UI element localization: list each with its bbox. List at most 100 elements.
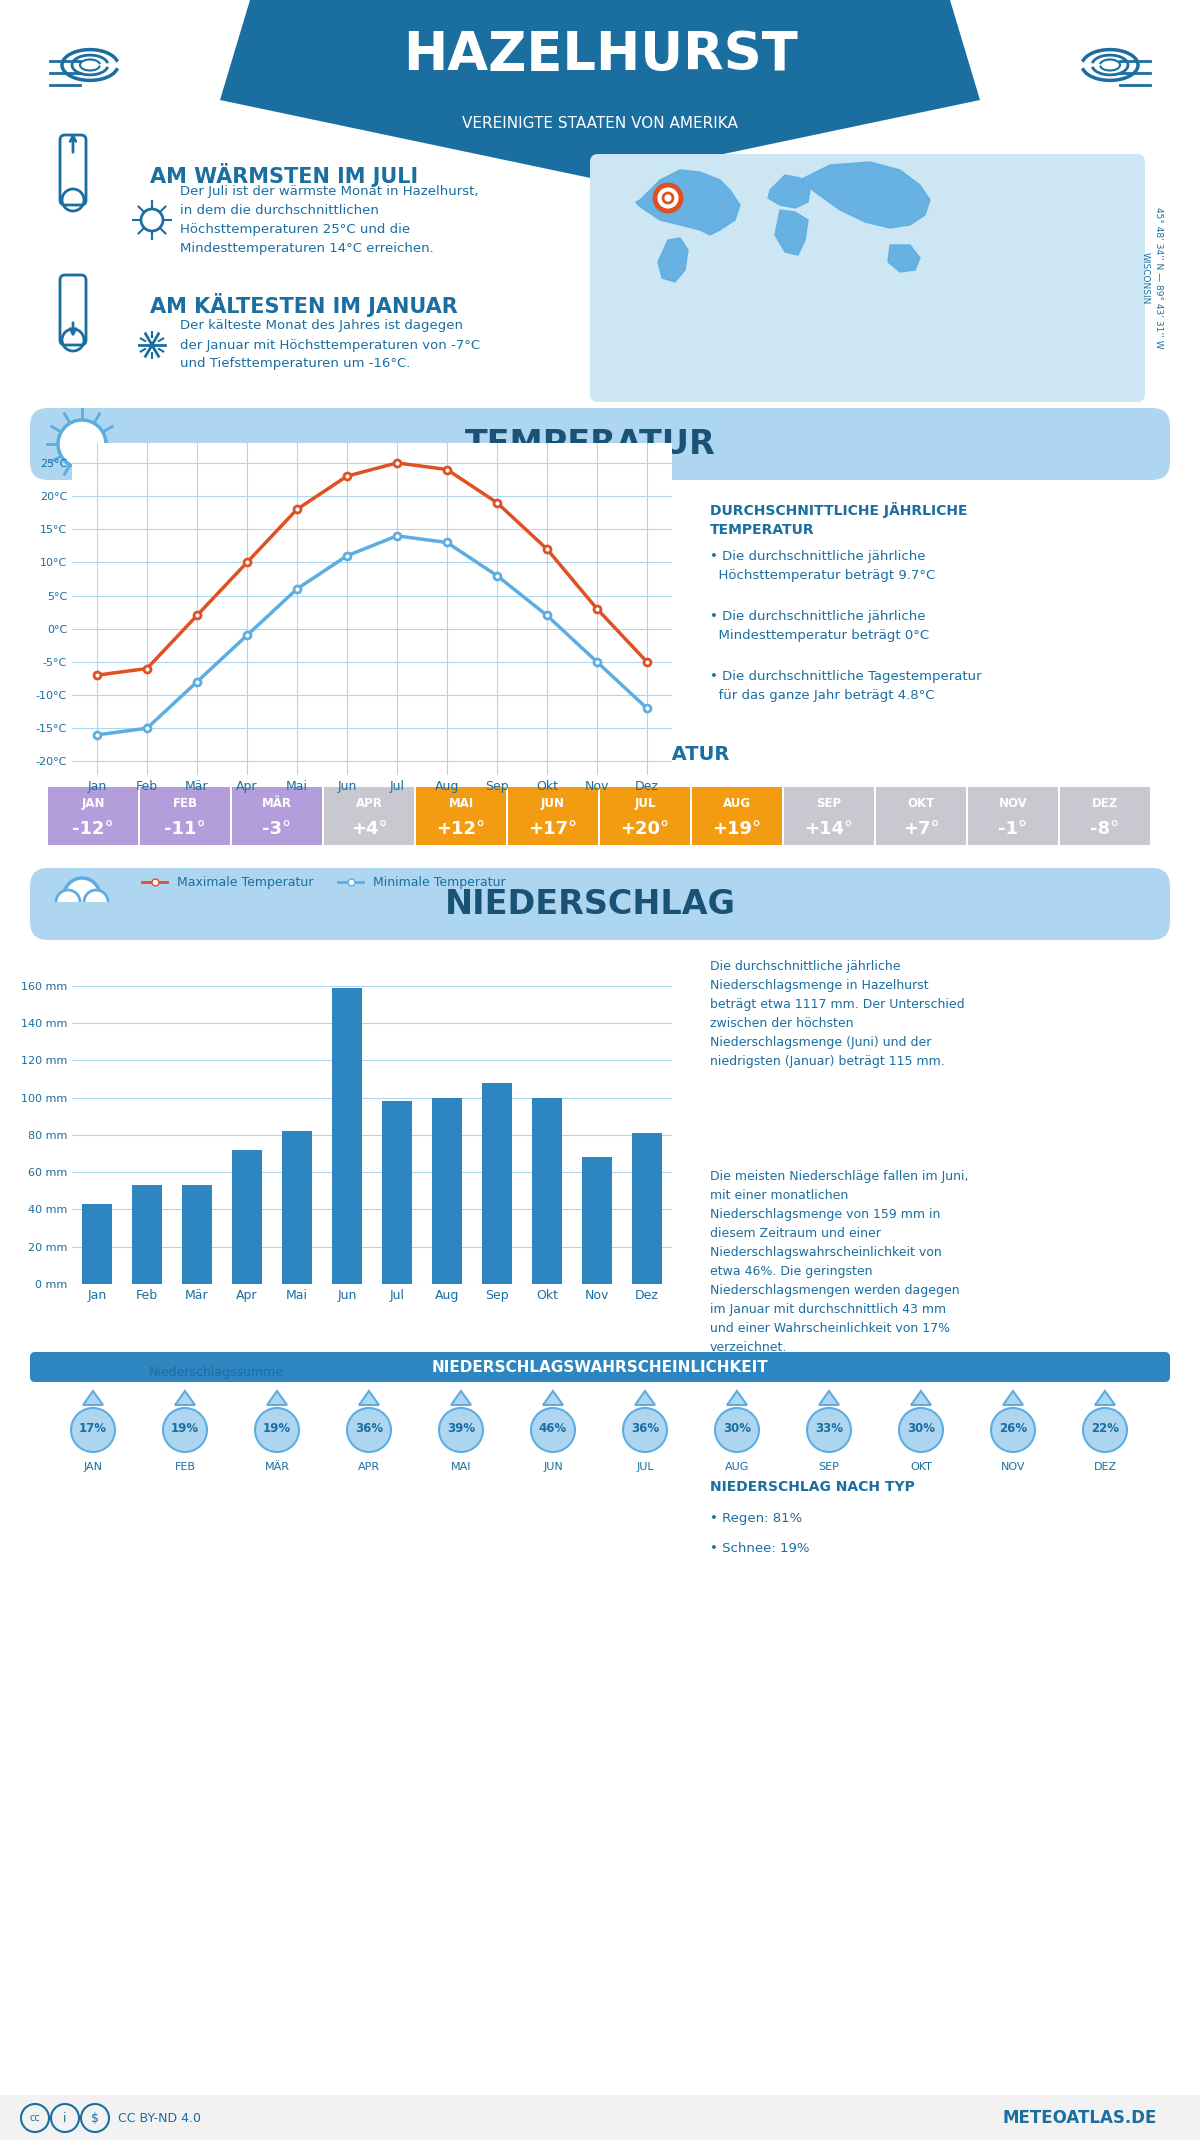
Bar <box>0 2095 1200 2140</box>
Bar <box>532 1098 562 1284</box>
Text: -8°: -8° <box>1091 820 1120 837</box>
Text: APR: APR <box>358 1462 380 1472</box>
Circle shape <box>1084 1408 1127 1453</box>
Bar <box>432 1098 462 1284</box>
Bar <box>482 1083 512 1284</box>
Polygon shape <box>220 0 980 180</box>
Text: NOV: NOV <box>1001 1462 1025 1472</box>
Circle shape <box>142 210 163 231</box>
Text: DURCHSCHNITTLICHE JÄHRLICHE
TEMPERATUR: DURCHSCHNITTLICHE JÄHRLICHE TEMPERATUR <box>710 503 967 537</box>
Bar <box>508 788 598 845</box>
Text: TÄGLICHE TEMPERATUR: TÄGLICHE TEMPERATUR <box>470 745 730 764</box>
Polygon shape <box>636 169 740 235</box>
Text: OKT: OKT <box>910 1462 932 1472</box>
Bar <box>232 788 322 845</box>
Text: NIEDERSCHLAG: NIEDERSCHLAG <box>444 888 736 920</box>
Circle shape <box>808 1408 851 1453</box>
Text: -3°: -3° <box>263 820 292 837</box>
Text: Die meisten Niederschläge fallen im Juni,
mit einer monatlichen
Niederschlagsmen: Die meisten Niederschläge fallen im Juni… <box>710 1171 968 1355</box>
Text: NOV: NOV <box>998 796 1027 809</box>
Text: FEB: FEB <box>173 796 198 809</box>
Circle shape <box>64 877 100 914</box>
Bar <box>132 1186 162 1284</box>
Circle shape <box>655 184 682 212</box>
Text: +14°: +14° <box>804 820 853 837</box>
Text: 26%: 26% <box>998 1421 1027 1434</box>
Polygon shape <box>451 1391 470 1406</box>
Text: 19%: 19% <box>170 1421 199 1434</box>
Circle shape <box>84 890 108 914</box>
Circle shape <box>58 419 106 469</box>
Bar <box>332 989 362 1284</box>
Text: MAI: MAI <box>449 796 474 809</box>
Polygon shape <box>911 1391 931 1406</box>
Text: +20°: +20° <box>620 820 670 837</box>
Text: NIEDERSCHLAG NACH TYP: NIEDERSCHLAG NACH TYP <box>710 1481 914 1494</box>
Bar <box>54 901 110 916</box>
Text: 22%: 22% <box>1091 1421 1120 1434</box>
Text: MAI: MAI <box>451 1462 472 1472</box>
Text: Der kälteste Monat des Jahres ist dagegen
der Januar mit Höchsttemperaturen von : Der kälteste Monat des Jahres ist dagege… <box>180 319 480 370</box>
Bar <box>232 1149 262 1284</box>
Circle shape <box>347 1408 391 1453</box>
Text: • Regen: 81%: • Regen: 81% <box>710 1513 803 1526</box>
Circle shape <box>163 1408 208 1453</box>
Polygon shape <box>1003 1391 1022 1406</box>
Text: cc: cc <box>30 2112 41 2123</box>
Text: MÄR: MÄR <box>262 796 292 809</box>
Polygon shape <box>542 1391 563 1406</box>
Text: +19°: +19° <box>713 820 762 837</box>
FancyBboxPatch shape <box>30 1352 1170 1382</box>
Text: VEREINIGTE STAATEN VON AMERIKA: VEREINIGTE STAATEN VON AMERIKA <box>462 116 738 131</box>
Text: 17%: 17% <box>79 1421 107 1434</box>
Circle shape <box>530 1408 575 1453</box>
Text: AUG: AUG <box>725 1462 749 1472</box>
Bar <box>784 788 874 845</box>
Text: 33%: 33% <box>815 1421 842 1434</box>
Polygon shape <box>658 238 688 282</box>
Bar <box>582 1158 612 1284</box>
Text: SEP: SEP <box>816 796 841 809</box>
Text: -12°: -12° <box>72 820 114 837</box>
Text: 36%: 36% <box>355 1421 383 1434</box>
Bar <box>282 1132 312 1284</box>
Text: AUG: AUG <box>722 796 751 809</box>
Text: Der Juli ist der wärmste Monat in Hazelhurst,
in dem die durchschnittlichen
Höch: Der Juli ist der wärmste Monat in Hazelh… <box>180 184 479 255</box>
Circle shape <box>256 1408 299 1453</box>
Bar <box>600 788 690 845</box>
Text: HAZELHURST: HAZELHURST <box>403 30 797 81</box>
Polygon shape <box>359 1391 379 1406</box>
Circle shape <box>623 1408 667 1453</box>
Text: 39%: 39% <box>446 1421 475 1434</box>
Text: TEMPERATUR: TEMPERATUR <box>464 428 715 460</box>
Polygon shape <box>768 175 810 208</box>
Text: 30%: 30% <box>907 1421 935 1434</box>
Circle shape <box>899 1408 943 1453</box>
Text: 45° 48’ 34’’ N — 89° 43’ 31’’ W: 45° 48’ 34’’ N — 89° 43’ 31’’ W <box>1153 208 1163 349</box>
Text: JUN: JUN <box>541 796 565 809</box>
Text: +4°: +4° <box>350 820 388 837</box>
Text: DEZ: DEZ <box>1093 1462 1116 1472</box>
Bar <box>1060 788 1150 845</box>
Text: OKT: OKT <box>907 796 935 809</box>
Polygon shape <box>775 210 808 255</box>
Text: JUL: JUL <box>635 796 655 809</box>
Polygon shape <box>800 163 930 229</box>
Bar <box>632 1132 662 1284</box>
Text: METEOATLAS.DE: METEOATLAS.DE <box>1003 2110 1157 2127</box>
Legend: Niederschlagssumme: Niederschlagssumme <box>108 1361 288 1385</box>
Text: Die durchschnittliche jährliche
Niederschlagsmenge in Hazelhurst
beträgt etwa 11: Die durchschnittliche jährliche Niedersc… <box>710 961 965 1068</box>
Text: • Die durchschnittliche jährliche
  Mindesttemperatur beträgt 0°C: • Die durchschnittliche jährliche Mindes… <box>710 610 929 642</box>
Text: • Die durchschnittliche jährliche
  Höchsttemperatur beträgt 9.7°C: • Die durchschnittliche jährliche Höchst… <box>710 550 935 582</box>
Text: +7°: +7° <box>902 820 940 837</box>
Circle shape <box>56 890 80 914</box>
Text: i: i <box>64 2112 67 2125</box>
Text: MÄR: MÄR <box>264 1462 289 1472</box>
Bar <box>0 150 1200 411</box>
Text: AM KÄLTESTEN IM JANUAR: AM KÄLTESTEN IM JANUAR <box>150 293 457 317</box>
Bar <box>140 788 230 845</box>
Text: 19%: 19% <box>263 1421 292 1434</box>
Text: JAN: JAN <box>84 1462 102 1472</box>
Text: 46%: 46% <box>539 1421 568 1434</box>
Text: NIEDERSCHLAGSWAHRSCHEINLICHKEIT: NIEDERSCHLAGSWAHRSCHEINLICHKEIT <box>432 1359 768 1374</box>
